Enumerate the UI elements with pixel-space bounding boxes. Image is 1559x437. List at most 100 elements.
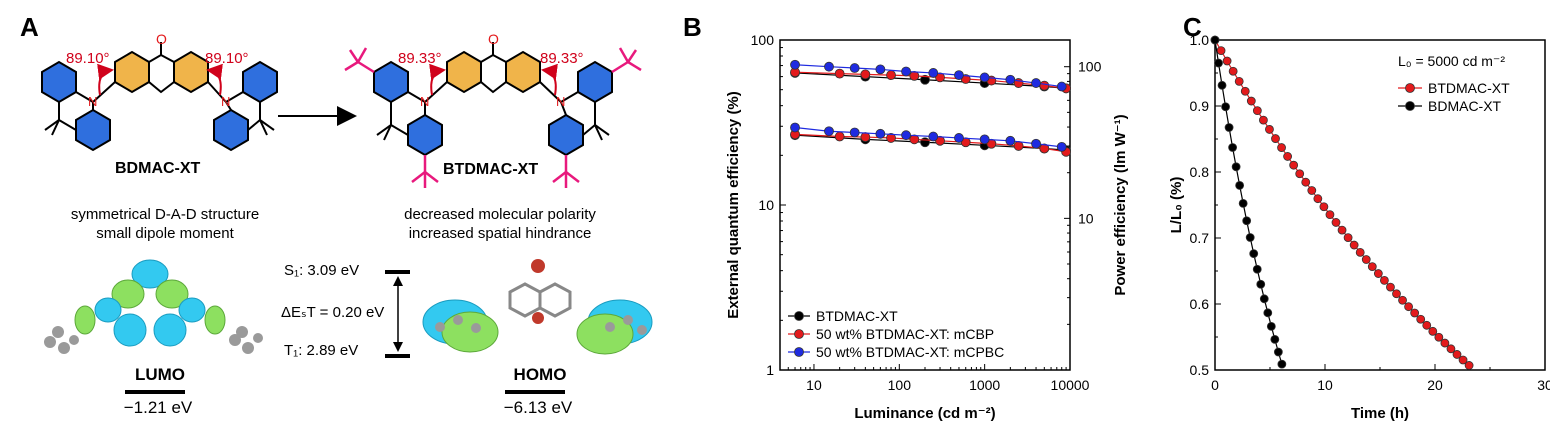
data-point: [1440, 338, 1450, 348]
data-point: [901, 130, 911, 141]
data-point: [1379, 276, 1389, 285]
data-point: [1307, 186, 1317, 195]
data-point: [1259, 115, 1268, 125]
data-point: [1266, 321, 1276, 331]
lifetime-chart: 0 10 20 30 0.5 0.6 0.7 0.8 0.9 1.0 Time (h) L/L₀ (%…: [1170, 32, 1550, 422]
data-point: [886, 133, 896, 143]
data-point: [1238, 198, 1248, 208]
legend-label: BTDMAC-XT: [1428, 80, 1510, 96]
data-point: [1313, 194, 1323, 204]
data-point: [1249, 249, 1259, 259]
carbonyl-o-right: O: [488, 31, 499, 47]
data-point: [979, 72, 990, 83]
bdmac-xt-structure: [41, 42, 278, 152]
y2-axis-label: Power efficiency (lm W⁻¹): [1112, 114, 1129, 295]
homo-bar: [505, 390, 565, 394]
energy-level-diagram: [385, 270, 410, 358]
data-point: [954, 70, 964, 81]
data-point: [1235, 181, 1245, 190]
data-point: [875, 128, 886, 139]
data-point: [1031, 138, 1041, 149]
x-tick-label: 100: [888, 377, 912, 393]
lumo-orbital-render: [44, 259, 263, 354]
data-point: [979, 134, 990, 145]
homo-orbital-render: [422, 259, 653, 355]
data-point: [1319, 202, 1329, 212]
data-point: [1259, 294, 1269, 304]
data-point: [1295, 169, 1305, 179]
data-point: [1013, 141, 1024, 151]
data-point: [920, 74, 930, 85]
data-point: [1464, 361, 1474, 370]
data-point: [1458, 355, 1468, 365]
data-point: [1452, 350, 1462, 359]
data-point: [834, 131, 845, 142]
angle-label-left-1: 89.10°: [66, 50, 110, 67]
bdmac-caption: symmetrical D-A-D structure small dipole…: [35, 205, 295, 243]
angle-label-right-1: 89.33°: [398, 50, 442, 67]
data-point: [1228, 66, 1238, 76]
carbonyl-o-left: O: [156, 31, 167, 47]
lumo-label: LUMO: [134, 365, 186, 384]
panel-a-letter: A: [20, 12, 39, 42]
angle-label-left-2: 89.10°: [205, 50, 249, 67]
data-point: [1373, 269, 1383, 278]
btdmac-caption-line1: decreased molecular polarity: [404, 206, 596, 223]
atom-n-right-2: N: [556, 94, 565, 109]
data-point: [1386, 282, 1395, 292]
data-point: [1283, 152, 1292, 161]
delta-est-label: ΔEₛT = 0.20 eV: [281, 304, 385, 321]
eqe-pe-chart: 10 100 1000 10000 1 10 100 10 100 Luminance (cd m…: [725, 32, 1129, 422]
y-axis-label: External quantum efficiency (%): [725, 91, 742, 319]
data-point: [1428, 326, 1438, 336]
legend-label: 50 wt% BTDMAC-XT: mCBP: [816, 326, 994, 342]
donor-ring-r1: [373, 60, 409, 104]
donor-ring-r3: [577, 60, 613, 104]
data-point: [1216, 46, 1226, 55]
bdmac-caption-line1: symmetrical D-A-D structure: [70, 206, 260, 223]
data-point: [1273, 347, 1283, 357]
t1-energy-label: T₁: 2.89 eV: [284, 342, 359, 359]
data-point: [909, 70, 920, 81]
xanthone-core: [148, 53, 175, 94]
y-tick-label: 1.0: [1190, 32, 1210, 48]
data-point: [1277, 143, 1286, 152]
legend-marker: [1405, 83, 1415, 93]
legend-marker: [794, 329, 804, 339]
btdmac-xt-label: BTDMAC-XT: [443, 161, 539, 178]
data-point: [1005, 74, 1016, 85]
y-tick-label: 0.6: [1190, 296, 1210, 312]
data-point: [1252, 106, 1262, 116]
donor-ring-3: [242, 60, 278, 104]
data-point: [1422, 320, 1432, 330]
data-point: [928, 68, 939, 78]
acceptor-ring-right-r: [505, 50, 541, 94]
y-axis-label: L/L₀ (%): [1170, 177, 1185, 234]
data-point: [1398, 295, 1407, 305]
lumo-value: −1.21 eV: [123, 398, 193, 417]
y-tick-label: 1: [766, 362, 774, 378]
atom-n-left-2: N: [221, 94, 230, 109]
data-point: [920, 137, 930, 148]
legend-label: BDMAC-XT: [1428, 98, 1502, 114]
data-point: [1289, 160, 1299, 170]
data-point: [1252, 264, 1262, 274]
y2-tick-label: 10: [1078, 210, 1094, 226]
y-tick-label: 10: [758, 197, 774, 213]
data-point: [824, 61, 834, 72]
legend-marker: [794, 347, 804, 357]
data-point: [1217, 80, 1227, 90]
data-point: [1263, 308, 1273, 318]
data-point: [1242, 216, 1252, 226]
data-point: [1265, 125, 1274, 134]
data-point: [1331, 218, 1341, 227]
y-tick-label: 100: [751, 32, 775, 48]
data-point: [1325, 210, 1335, 220]
data-point: [849, 127, 860, 138]
x-tick-label: 10: [1317, 377, 1333, 393]
x-tick-label: 20: [1427, 377, 1443, 393]
data-point: [1214, 58, 1223, 68]
data-point: [849, 63, 860, 73]
btdmac-caption: decreased molecular polarity increased s…: [370, 205, 630, 243]
panel-a-structures: O N N O N N: [41, 31, 642, 188]
